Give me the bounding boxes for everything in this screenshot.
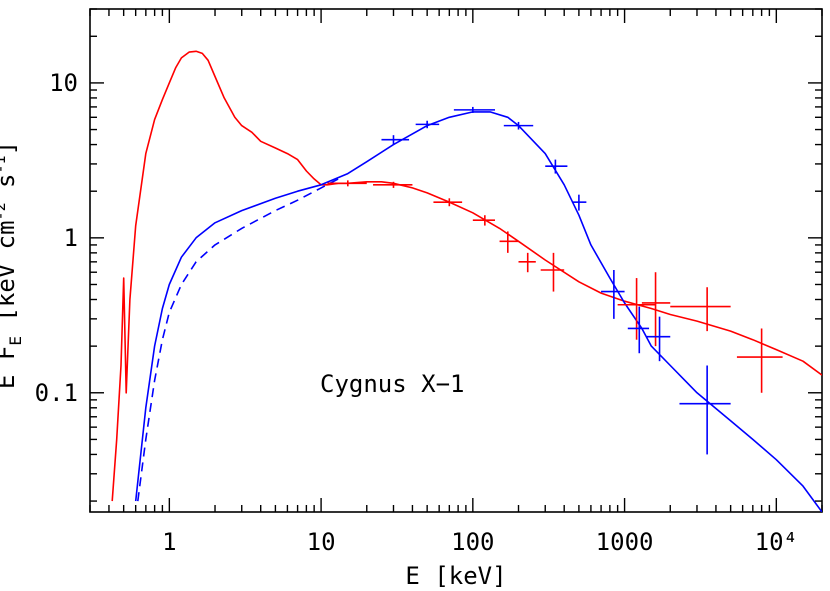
x-tick-label: 100 bbox=[451, 528, 494, 556]
series-group bbox=[111, 50, 822, 512]
axis-tick-labels: 1 10 100 1000 10⁴ 0.1 1 10 bbox=[35, 69, 798, 556]
y-tick-label: 1 bbox=[64, 224, 78, 252]
x-tick-label: 10⁴ bbox=[755, 528, 798, 556]
axis-ticks bbox=[89, 8, 823, 512]
series-line bbox=[111, 50, 822, 502]
plot-frame bbox=[89, 8, 823, 513]
chart-annotation: Cygnus X−1 bbox=[320, 370, 465, 398]
x-tick-label: 10 bbox=[307, 528, 336, 556]
x-axis-label: E [keV] bbox=[405, 562, 506, 590]
y-tick-label: 10 bbox=[49, 69, 78, 97]
x-tick-label: 1 bbox=[162, 528, 176, 556]
x-tick-label: 1000 bbox=[596, 528, 654, 556]
y-tick-label: 0.1 bbox=[35, 379, 78, 407]
y-axis-label: E FE [keV cm-2 s-1] bbox=[0, 141, 25, 389]
plot-area bbox=[111, 50, 822, 512]
series-line bbox=[134, 111, 822, 512]
series-line bbox=[137, 178, 339, 502]
